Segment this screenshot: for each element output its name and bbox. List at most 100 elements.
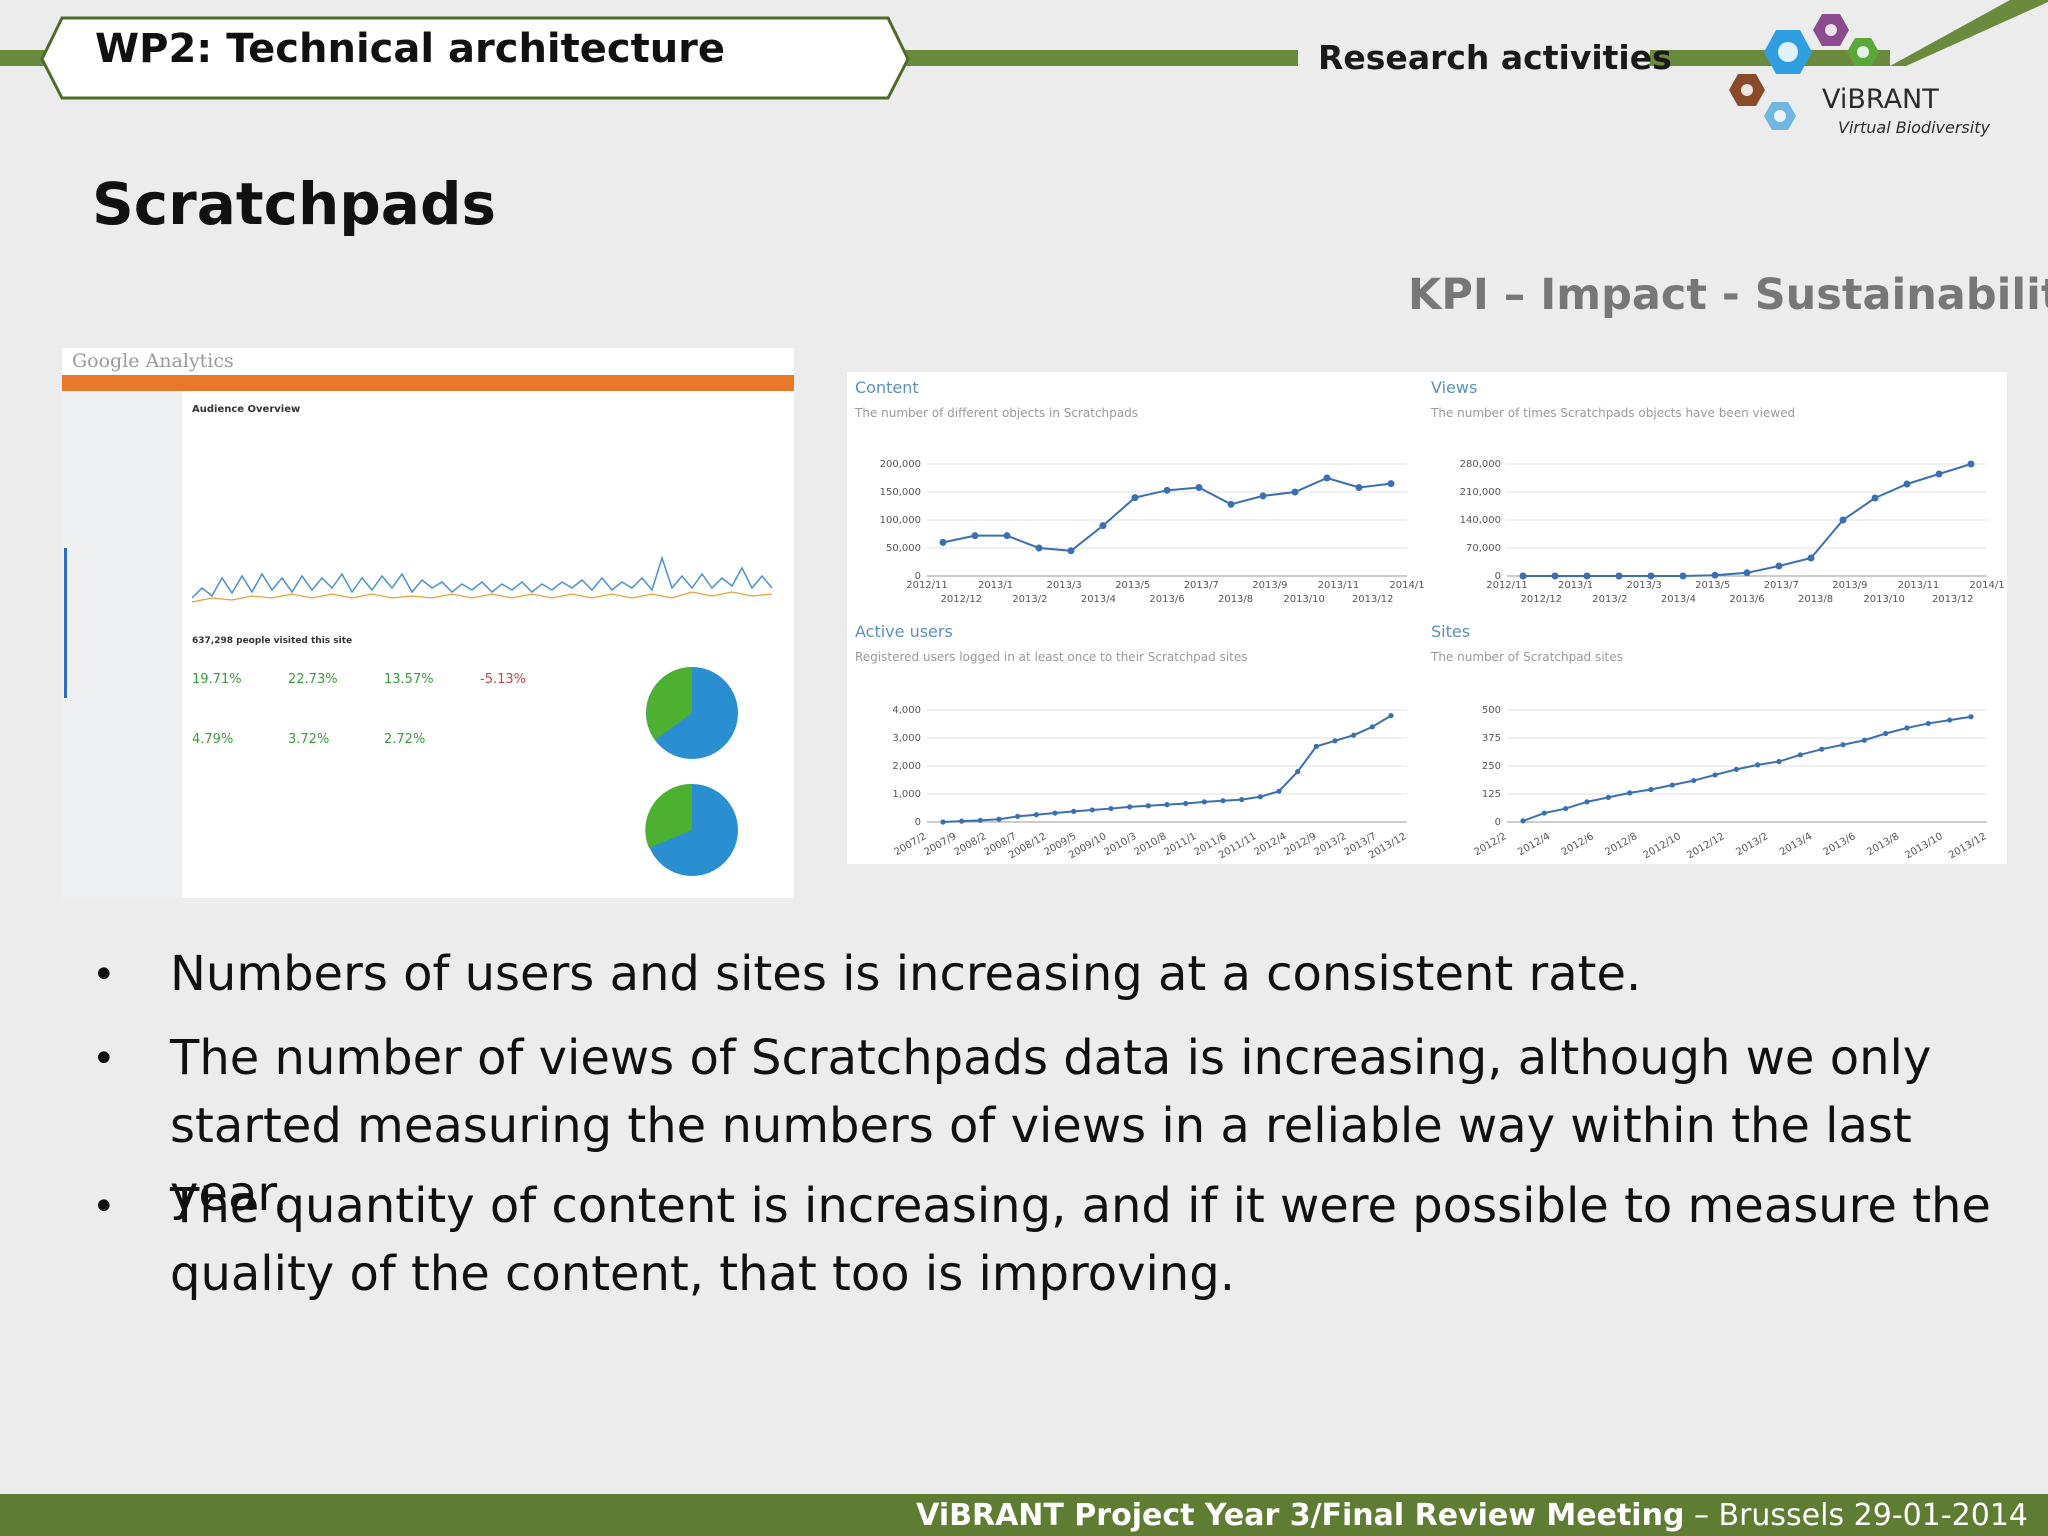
y-tick-sites: 500 xyxy=(1482,705,1501,716)
x-tick-views: 2012/11 xyxy=(1486,580,1528,591)
x-tick-sites: 2013/4 xyxy=(1778,831,1814,858)
footer-bold: ViBRANT Project Year 3/Final Review Meet… xyxy=(916,1498,1685,1533)
x-tick-sites: 2012/8 xyxy=(1603,831,1639,858)
bullet-text: Numbers of users and sites is increasing… xyxy=(170,946,1642,1002)
data-point-views xyxy=(1615,572,1623,580)
x-tick-content: 2012/11 xyxy=(906,580,948,591)
bullet-dot: • xyxy=(92,1184,116,1230)
data-point-sites xyxy=(1797,752,1803,758)
x-tick-views: 2013/8 xyxy=(1798,594,1833,605)
data-point-sites xyxy=(1819,746,1825,752)
ga-sidebar-highlight xyxy=(64,548,67,698)
x-tick-active-users: 2012/4 xyxy=(1253,831,1289,858)
kpi-heading: KPI – Impact - Sustainability xyxy=(1408,270,2048,320)
bullet-text: The quantity of content is increasing, a… xyxy=(170,1178,1991,1302)
data-point-sites xyxy=(1947,717,1953,723)
data-point-content xyxy=(1227,500,1235,508)
x-tick-sites: 2013/8 xyxy=(1865,831,1901,858)
x-tick-views: 2013/2 xyxy=(1592,594,1627,605)
data-point-sites xyxy=(1840,742,1846,748)
bullet-dot: • xyxy=(92,1036,116,1082)
charts-svg: 0 50,000 100,000 150,000 200,000 2012/11 2012/… xyxy=(880,459,2005,861)
x-tick-views: 2013/9 xyxy=(1832,580,1867,591)
x-tick-views: 2013/6 xyxy=(1729,594,1764,605)
data-point-views xyxy=(1647,572,1655,580)
footer-rest: – Brussels 29-01-2014 xyxy=(1684,1498,2028,1533)
data-point-active-users xyxy=(1388,713,1394,719)
x-tick-sites: 2013/2 xyxy=(1734,831,1770,858)
data-point-active-users xyxy=(1071,808,1077,814)
x-tick-active-users: 2010/3 xyxy=(1103,831,1139,858)
data-point-content xyxy=(1099,522,1107,530)
x-tick-views: 2012/12 xyxy=(1521,594,1563,605)
data-point-content xyxy=(1003,532,1011,540)
logo-name: ViBRANT xyxy=(1822,84,1939,115)
data-point-views xyxy=(1935,470,1943,478)
data-point-sites xyxy=(1925,720,1931,727)
data-point-active-users xyxy=(1369,724,1375,730)
x-tick-views: 2013/12 xyxy=(1932,594,1974,605)
wp-tab xyxy=(40,16,910,100)
data-point-active-users xyxy=(1089,807,1095,813)
data-point-sites xyxy=(1968,714,1974,720)
data-point-views xyxy=(1583,572,1591,580)
data-point-sites xyxy=(1669,782,1675,788)
vibrant-logo-icon xyxy=(1729,14,1879,130)
x-tick-content: 2013/2 xyxy=(1012,594,1047,605)
x-tick-content: 2013/3 xyxy=(1047,580,1082,591)
section-label: Research activities xyxy=(1318,38,1672,77)
data-point-views xyxy=(1839,516,1847,524)
data-point-sites xyxy=(1861,737,1867,743)
data-point-active-users xyxy=(977,817,983,823)
slide-title: Scratchpads xyxy=(92,170,496,238)
data-point-active-users xyxy=(1332,738,1338,744)
data-point-active-users xyxy=(1164,802,1170,808)
data-point-sites xyxy=(1648,786,1654,793)
x-tick-views: 2013/3 xyxy=(1627,580,1662,591)
y-tick-sites: 125 xyxy=(1482,789,1501,800)
y-tick-active-users: 1,000 xyxy=(892,789,921,800)
x-tick-active-users: 2011/1 xyxy=(1163,831,1199,858)
x-tick-active-users: 2012/9 xyxy=(1283,831,1319,858)
y-tick-views: 280,000 xyxy=(1460,459,1501,470)
x-tick-active-users: 2013/2 xyxy=(1313,831,1349,858)
chart-title-content: Content xyxy=(855,378,919,397)
data-point-views xyxy=(1775,562,1783,570)
ga-metric: 3.72% xyxy=(288,732,330,747)
series-line-sites xyxy=(1522,715,1972,822)
data-point-content xyxy=(1387,480,1395,488)
chart-title-sites: Sites xyxy=(1431,622,1471,641)
data-point-views xyxy=(1519,572,1527,580)
x-tick-views: 2013/1 xyxy=(1558,580,1593,591)
data-point-active-users xyxy=(1295,769,1301,775)
bullet-text: The number of views of Scratchpads data … xyxy=(170,1030,1932,1222)
x-tick-content: 2013/10 xyxy=(1283,594,1325,605)
data-point-active-users xyxy=(940,819,946,825)
y-tick-content: 200,000 xyxy=(880,459,921,470)
y-tick-active-users: 3,000 xyxy=(892,733,921,744)
y-tick-content: 100,000 xyxy=(880,515,921,526)
data-point-content xyxy=(1323,474,1331,482)
x-tick-sites: 2012/2 xyxy=(1473,831,1509,858)
x-tick-views: 2013/4 xyxy=(1661,594,1696,605)
x-tick-sites: 2012/4 xyxy=(1516,831,1552,858)
chart-subtitle-active-users: Registered users logged in at least once… xyxy=(855,650,1248,664)
x-tick-content: 2013/9 xyxy=(1252,580,1287,591)
data-point-active-users xyxy=(1145,803,1151,809)
data-point-content xyxy=(1131,494,1139,502)
logo-subtitle: Virtual Biodiversity xyxy=(1838,118,1990,137)
data-point-active-users xyxy=(1108,805,1114,812)
y-tick-active-users: 4,000 xyxy=(892,705,921,716)
data-point-content xyxy=(1195,484,1203,492)
data-point-sites xyxy=(1733,766,1739,772)
data-point-views xyxy=(1807,554,1815,562)
data-point-active-users xyxy=(1033,812,1039,818)
x-tick-sites: 2013/12 xyxy=(1947,831,1988,861)
y-tick-views: 140,000 xyxy=(1460,515,1501,526)
x-tick-views: 2013/7 xyxy=(1764,580,1799,591)
ga-metric: 13.57% xyxy=(384,672,434,687)
y-tick-sites: 375 xyxy=(1482,733,1501,744)
x-tick-sites: 2013/6 xyxy=(1822,831,1858,858)
x-tick-content: 2013/11 xyxy=(1318,580,1360,591)
ga-metric: 2.72% xyxy=(384,732,426,747)
